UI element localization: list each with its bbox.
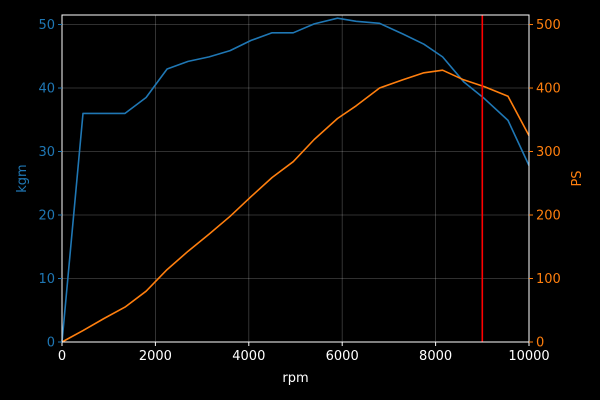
x-tick-label: 6000 <box>326 349 359 364</box>
x-tick-label: 4000 <box>232 349 265 364</box>
x-tick-label: 2000 <box>139 349 172 364</box>
y-right-axis-ticks: 0 100 200 300 400 500 <box>529 18 561 351</box>
y-left-tick-label: 40 <box>38 82 55 97</box>
y-left-tick-label: 30 <box>38 145 55 160</box>
y-left-tick-label: 50 <box>38 18 55 33</box>
y-left-axis-ticks: 0 10 20 30 40 50 <box>38 18 62 351</box>
x-tick-label: 0 <box>58 349 66 364</box>
y-right-tick-label: 0 <box>536 336 544 351</box>
x-axis-label: rpm <box>282 371 308 386</box>
y-left-tick-label: 20 <box>38 209 55 224</box>
y-right-tick-label: 300 <box>536 145 561 160</box>
y-right-axis-label: PS <box>570 170 585 186</box>
y-right-tick-label: 200 <box>536 209 561 224</box>
y-left-axis-label: kgm <box>15 164 30 192</box>
plot-frame <box>61 14 530 343</box>
y-left-tick-label: 10 <box>38 272 55 287</box>
x-axis-ticks: 0 2000 4000 6000 8000 10000 <box>58 342 550 364</box>
x-tick-label: 8000 <box>419 349 452 364</box>
x-tick-label: 10000 <box>508 349 549 364</box>
y-right-tick-label: 400 <box>536 82 561 97</box>
series-line-power <box>61 69 530 343</box>
grid-lines <box>61 15 530 343</box>
y-left-tick-label: 0 <box>47 336 55 351</box>
series-group <box>61 17 530 343</box>
series-line-torque <box>61 17 530 343</box>
y-right-tick-label: 100 <box>536 272 561 287</box>
y-right-tick-label: 500 <box>536 18 561 33</box>
